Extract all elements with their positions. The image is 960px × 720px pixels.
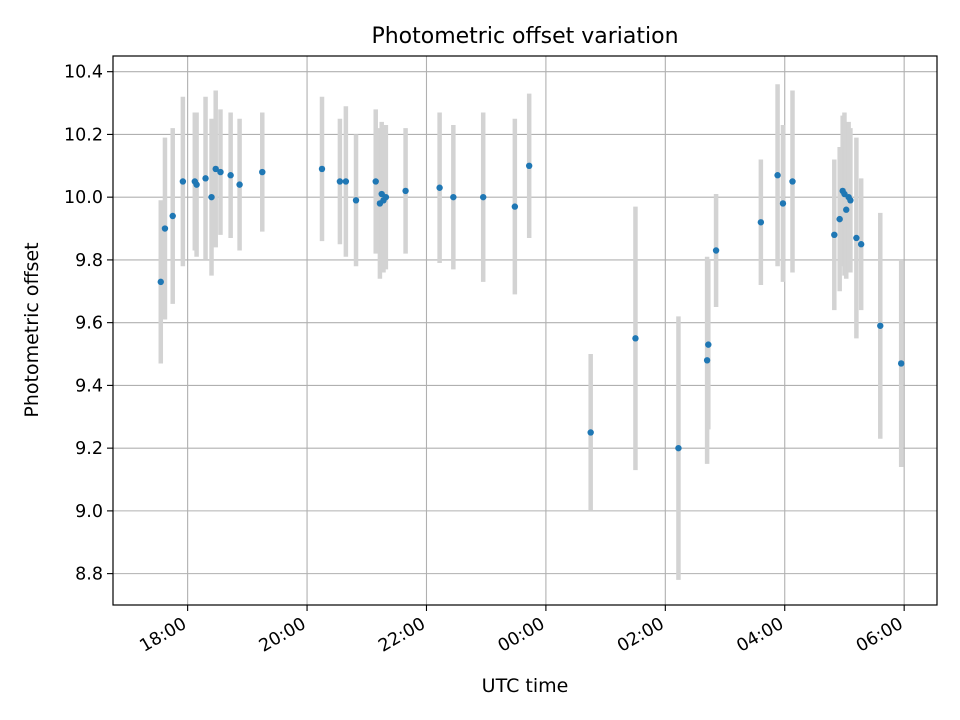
data-point <box>382 193 390 201</box>
y-tick-label: 9.4 <box>75 376 103 396</box>
data-point <box>179 178 187 185</box>
data-point <box>675 444 682 452</box>
y-tick-label: 9.6 <box>75 314 103 334</box>
data-point <box>227 172 234 179</box>
data-point <box>372 178 379 185</box>
y-tick-label: 10.0 <box>64 188 103 208</box>
data-point <box>193 181 200 188</box>
data-point <box>352 197 360 204</box>
data-point <box>436 184 443 191</box>
data-point <box>525 162 533 169</box>
data-point <box>450 193 457 201</box>
data-point <box>318 165 326 173</box>
data-point <box>157 278 164 286</box>
y-tick-label: 9.8 <box>75 251 103 271</box>
data-point <box>857 241 865 248</box>
data-point <box>587 429 594 436</box>
data-point <box>703 357 711 364</box>
data-point <box>169 212 176 220</box>
y-axis-ticks: 8.8 9.0 9.2 9.4 9.6 9.8 10.0 10.2 10.4 <box>64 63 113 585</box>
data-point <box>774 172 781 179</box>
data-point <box>632 335 639 342</box>
data-point <box>208 193 215 201</box>
data-point <box>831 231 838 239</box>
data-point <box>847 197 854 204</box>
y-tick-label: 9.0 <box>75 502 103 522</box>
data-point <box>757 219 765 226</box>
data-point <box>877 322 884 329</box>
data-point <box>897 360 905 367</box>
data-point <box>843 206 850 213</box>
data-point <box>779 200 787 207</box>
data-point <box>402 187 409 195</box>
x-axis-label: UTC time <box>482 675 569 697</box>
y-tick-label: 10.2 <box>64 125 103 145</box>
data-point <box>342 178 350 185</box>
data-point <box>236 181 243 188</box>
y-axis-label: Photometric offset <box>21 242 43 417</box>
y-tick-label: 8.8 <box>75 565 103 585</box>
data-point <box>336 178 344 185</box>
data-point <box>853 234 860 242</box>
data-point <box>712 247 720 254</box>
data-point <box>836 215 843 223</box>
data-point <box>161 225 169 232</box>
data-point <box>217 168 224 176</box>
data-point <box>511 203 519 210</box>
chart-title: Photometric offset variation <box>371 24 678 49</box>
y-tick-label: 10.4 <box>64 63 103 83</box>
data-point <box>480 193 487 201</box>
plot-frame <box>112 55 938 606</box>
y-tick-label: 9.2 <box>75 439 103 459</box>
data-point <box>789 178 796 185</box>
data-point <box>259 168 266 176</box>
data-point <box>212 165 219 173</box>
data-point <box>202 175 209 182</box>
data-point <box>705 341 712 348</box>
data-points <box>157 162 905 452</box>
